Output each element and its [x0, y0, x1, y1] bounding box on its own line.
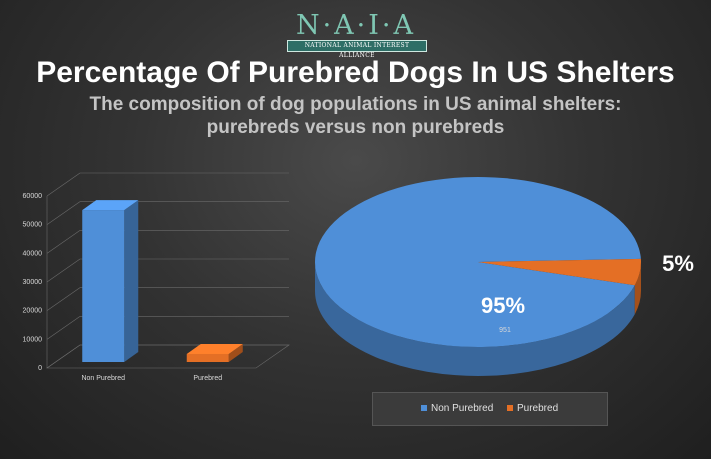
grid-diag-4	[46, 230, 81, 254]
bar-side-0	[124, 200, 139, 362]
grid-diag-1	[46, 316, 81, 340]
floor	[46, 344, 290, 369]
grid-diag-2	[46, 287, 81, 311]
y-tick-label: 30000	[23, 279, 43, 286]
bar-1	[186, 353, 229, 362]
chart-subtitle: The composition of dog populations in US…	[0, 93, 711, 139]
legend-item-non-purebred: Non Purebred	[421, 393, 493, 425]
y-tick-label: 0	[38, 365, 42, 372]
legend-swatch-non-purebred	[421, 405, 427, 412]
y-tick-label: 10000	[23, 336, 43, 343]
data-label-purebred: 5%	[662, 251, 694, 276]
inner-label: 951	[499, 327, 511, 334]
legend-item-purebred: Purebred	[507, 393, 558, 425]
bar-top-1	[186, 343, 243, 354]
legend-label-purebred: Purebred	[517, 403, 559, 414]
grid-diag-6	[46, 172, 81, 197]
pie-side-0	[315, 262, 635, 376]
subtitle-line-2: purebreds versus non purebreds	[206, 117, 505, 138]
naia-logo: N·A·I·A NATIONAL ANIMAL INTEREST ALLIANC…	[283, 10, 429, 59]
grid-diag-3	[46, 258, 81, 283]
x-tick-label: Non Purebred	[81, 375, 125, 382]
logo-text: N·A·I·A	[295, 10, 417, 41]
subtitle-line-1: The composition of dog populations in US…	[89, 94, 622, 115]
grid-diag-5	[46, 201, 81, 225]
data-label-non-purebred: 95%	[481, 293, 525, 318]
pie-legend: Non Purebred Purebred	[372, 392, 608, 426]
pie-slice-0	[314, 176, 641, 347]
y-tick-label: 20000	[23, 308, 43, 315]
logo-tagline: NATIONAL ANIMAL INTEREST ALLIANCE	[287, 40, 427, 59]
bar-side-1	[228, 343, 243, 362]
y-tick-label: 50000	[23, 222, 43, 229]
y-tick-label: 60000	[23, 193, 43, 200]
legend-label-non-purebred: Non Purebred	[431, 403, 494, 414]
legend-swatch-purebred	[507, 405, 513, 412]
x-tick-label: Purebred	[193, 375, 222, 382]
bar-0	[82, 210, 125, 362]
y-tick-label: 40000	[23, 250, 43, 257]
chart-title: Percentage Of Purebred Dogs In US Shelte…	[36, 56, 675, 89]
pie-slice-1	[478, 258, 641, 286]
pie-side-1	[634, 262, 641, 315]
bar-top-0	[82, 200, 139, 211]
